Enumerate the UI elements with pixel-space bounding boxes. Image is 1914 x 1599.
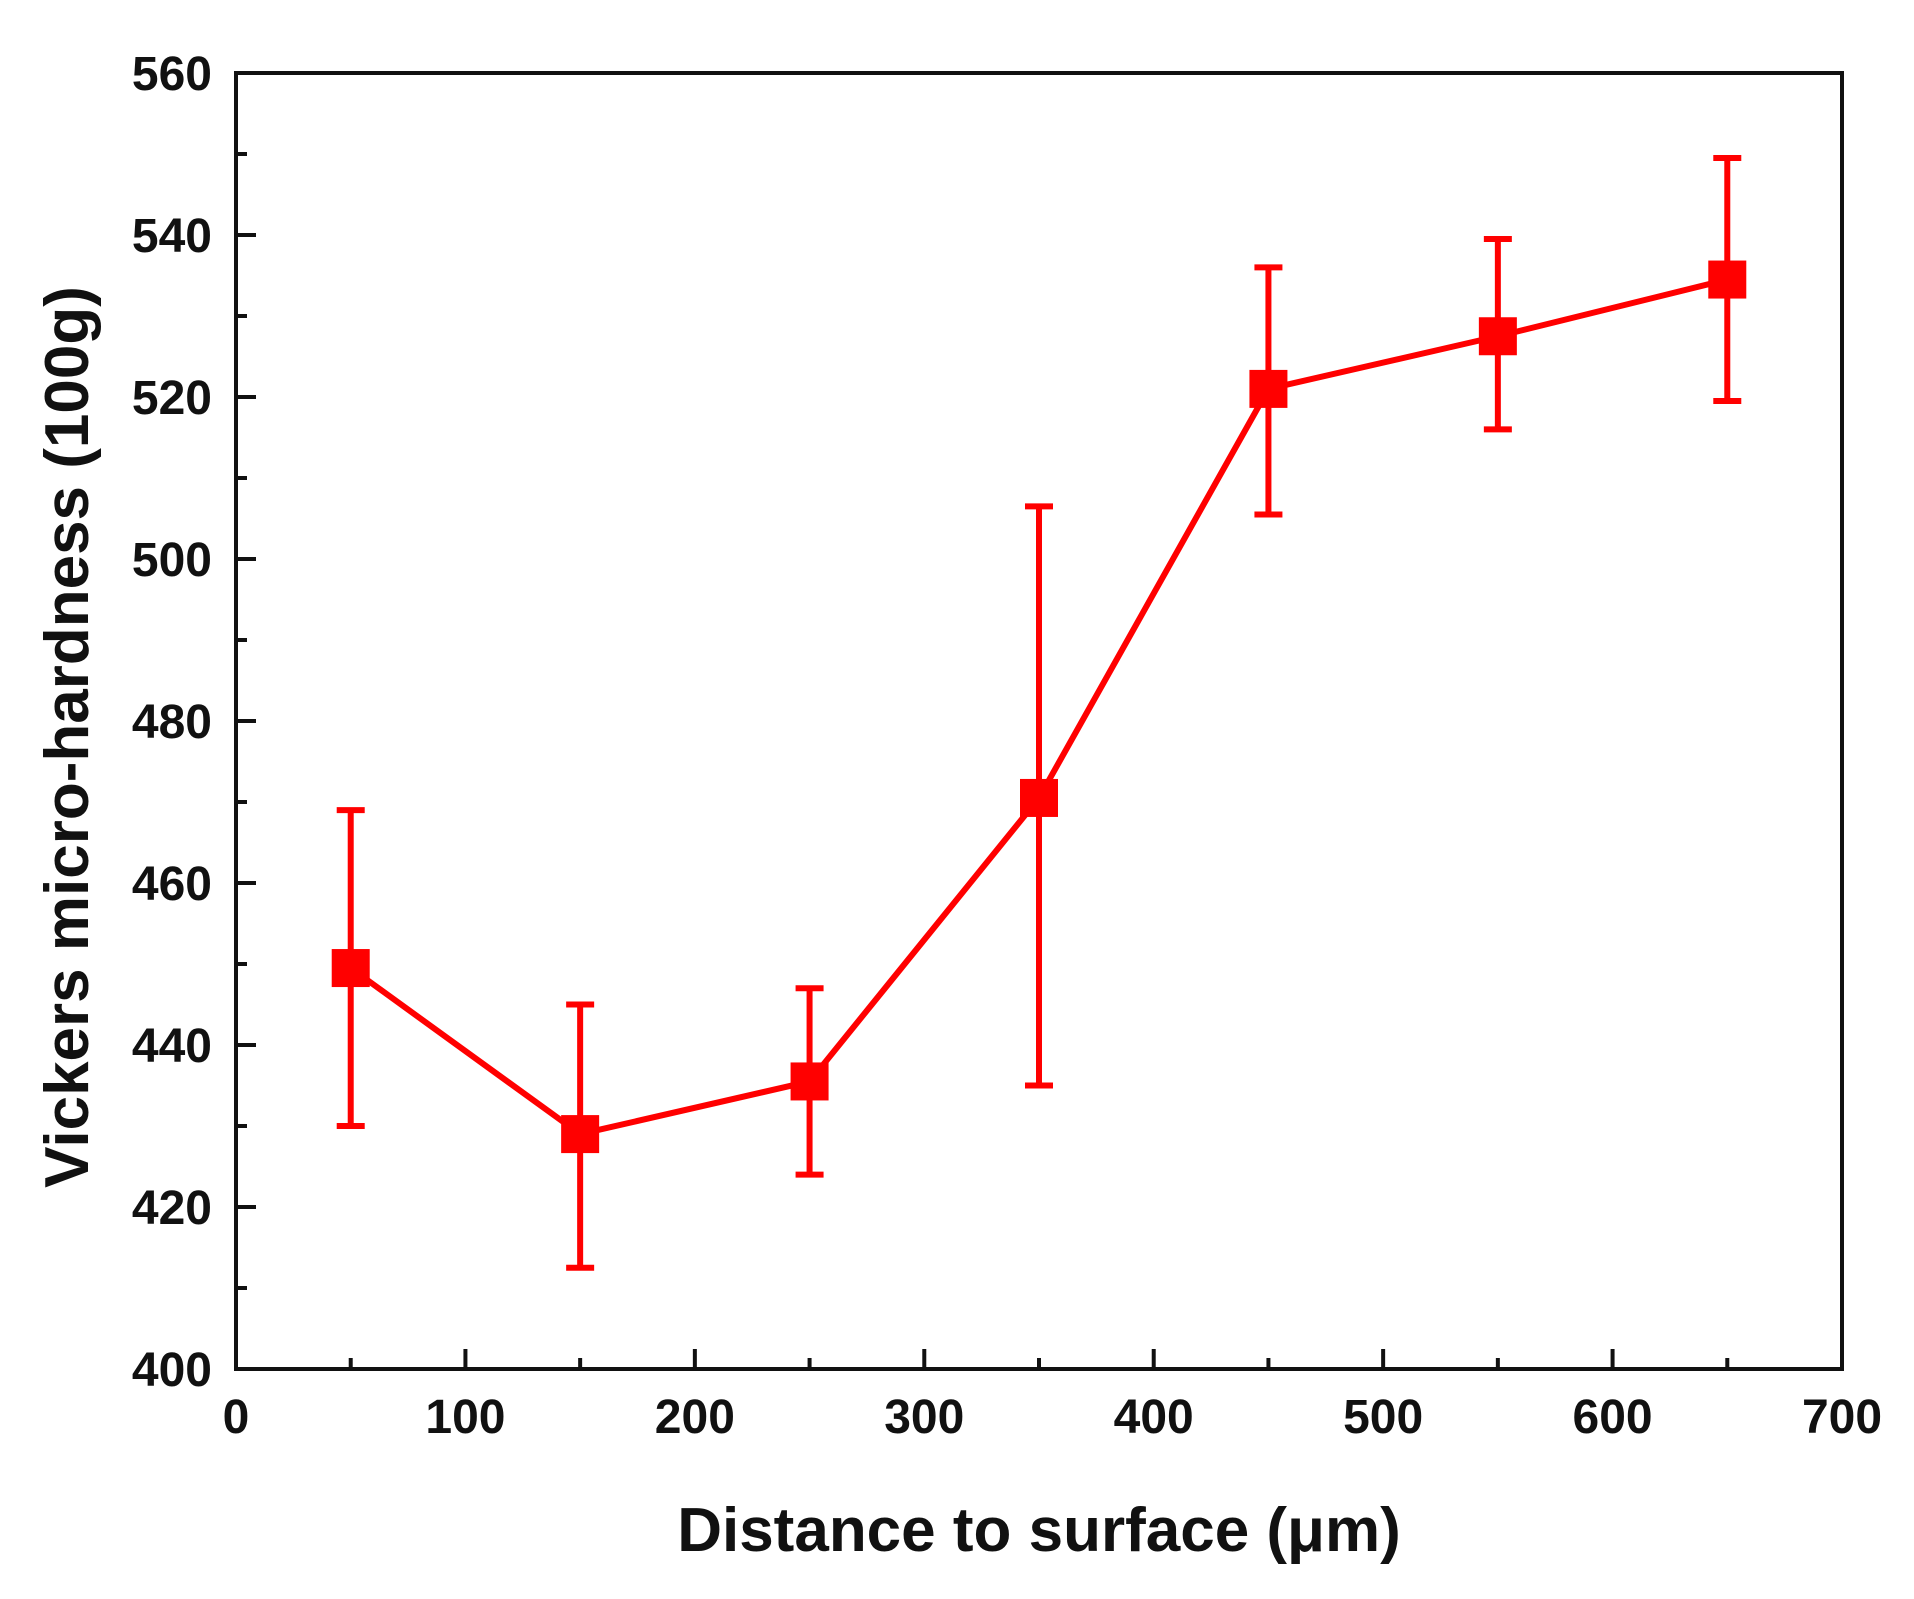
x-tick-label: 500 xyxy=(1343,1391,1423,1444)
y-tick-label: 400 xyxy=(132,1344,212,1397)
data-point-marker xyxy=(1708,260,1747,299)
x-tick-label: 300 xyxy=(884,1391,964,1444)
x-tick-label: 700 xyxy=(1802,1391,1882,1444)
data-point-marker xyxy=(1020,778,1058,817)
x-tick-label: 600 xyxy=(1573,1391,1653,1444)
y-tick-label: 420 xyxy=(132,1182,212,1235)
series-layer xyxy=(331,155,1747,1271)
y-tick-label: 460 xyxy=(132,858,212,911)
y-tick-label: 500 xyxy=(132,534,212,587)
y-axis-title: Vickers micro-hardness (100g) xyxy=(33,286,102,1188)
data-point-marker xyxy=(561,1115,600,1154)
x-tick-label: 200 xyxy=(655,1391,735,1444)
data-point-marker xyxy=(1478,317,1517,356)
y-tick-label: 480 xyxy=(132,696,212,749)
x-tick-label: 400 xyxy=(1114,1391,1194,1444)
x-tick-label: 100 xyxy=(425,1391,505,1444)
y-tick-label: 520 xyxy=(132,372,212,425)
axes-layer: 0 100 200 300 400 500 600 700 400 420 440 460 480 500… xyxy=(132,48,1882,1444)
data-point-marker xyxy=(331,949,370,988)
x-axis-title: Distance to surface (μm) xyxy=(677,1496,1401,1565)
y-tick-label: 440 xyxy=(132,1020,212,1073)
y-tick-label: 560 xyxy=(132,48,212,101)
x-tick-label: 0 xyxy=(223,1391,250,1444)
data-point-marker xyxy=(1249,369,1288,408)
data-point-marker xyxy=(790,1062,829,1101)
y-tick-label: 540 xyxy=(132,210,212,263)
